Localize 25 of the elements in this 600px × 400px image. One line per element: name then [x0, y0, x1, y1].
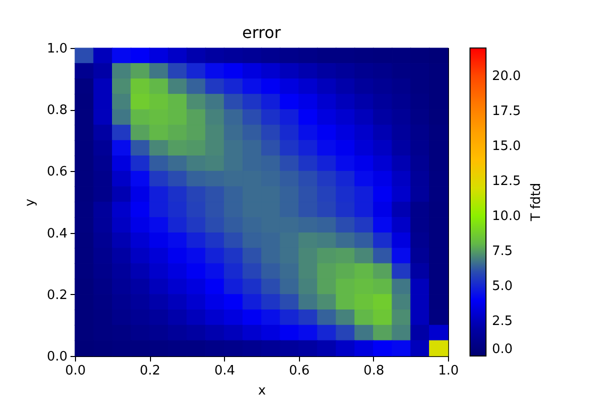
y-tick-label: 0.8: [46, 103, 68, 118]
color-bar-label: 5.0: [492, 279, 513, 294]
color-bar-label: 20.0: [492, 69, 521, 84]
color-bar-label: 17.5: [492, 104, 521, 119]
x-tick-label: 0.4: [214, 364, 236, 378]
color-bar-label: 0.0: [492, 342, 513, 357]
color-bar-label: 10.0: [492, 209, 521, 224]
color-bar-title: T fdtd: [529, 182, 544, 222]
x-tick-label: 0.2: [140, 364, 160, 378]
color-bar-label: 7.5: [492, 244, 513, 259]
y-tick-label: 0.2: [46, 288, 68, 303]
y-tick-label: 0.0: [46, 350, 68, 364]
y-tick-label: 1.0: [46, 42, 68, 56]
color-bar-label: 12.5: [492, 174, 521, 189]
y-tick-label: 0.6: [46, 164, 68, 180]
x-tick-label: 0.6: [288, 364, 310, 378]
x-axis-title: x: [258, 384, 266, 398]
y-axis-title: y: [22, 198, 38, 206]
x-tick-label: 0.0: [65, 364, 86, 378]
color-bar-label: 15.0: [492, 139, 521, 154]
y-tick-label: 0.4: [46, 226, 68, 242]
chart-title: error: [242, 23, 282, 42]
x-tick-label: 1.0: [438, 364, 459, 378]
color-bar-label: 2.5: [492, 314, 513, 329]
x-tick-label: 0.8: [364, 364, 384, 378]
